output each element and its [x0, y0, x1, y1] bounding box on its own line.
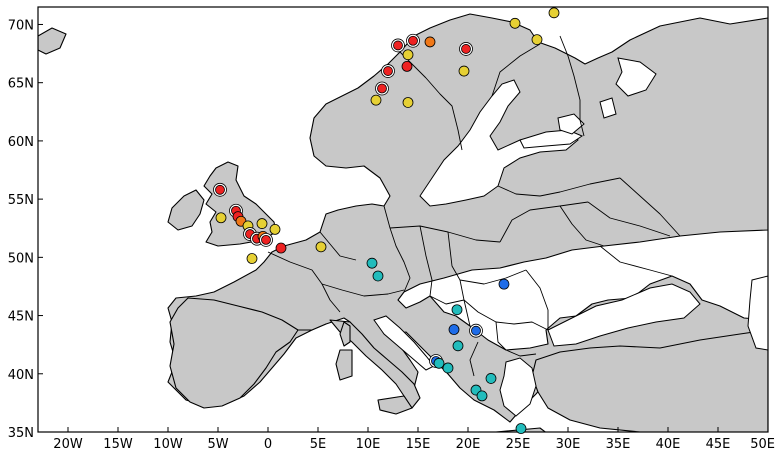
x-tick-label: 15W: [103, 437, 133, 452]
station-point-yellow: [531, 34, 543, 46]
x-tick-label: 50E: [750, 437, 775, 452]
station-point-cyan: [452, 340, 464, 352]
x-tick-label: 35E: [606, 437, 631, 452]
lake-ladoga: [557, 113, 585, 135]
station-point-blue: [448, 324, 460, 335]
iceland: [38, 27, 67, 55]
station-point-red: [401, 60, 413, 72]
x-tick-label: 40E: [656, 437, 681, 452]
station-point-yellow: [458, 65, 470, 77]
station-point-cyan: [433, 357, 445, 369]
station-points: [213, 7, 560, 434]
station-point-red: [461, 44, 471, 54]
italy: [329, 319, 421, 409]
station-point-yellow: [315, 241, 327, 253]
x-tick-label: 5W: [207, 437, 228, 452]
station-point-red: [383, 66, 393, 76]
station-point-cyan: [515, 423, 527, 434]
station-point-red: [215, 184, 225, 195]
anatolia: [531, 329, 768, 432]
station-point-yellow: [269, 223, 281, 235]
x-tick-label: 30E: [556, 437, 581, 452]
station-point-red: [275, 242, 287, 254]
station-point-yellow: [509, 17, 521, 29]
station-point-cyan: [366, 257, 378, 269]
station-point-blue: [471, 325, 481, 336]
station-point-blue: [498, 278, 510, 290]
station-point-cyan: [372, 270, 384, 282]
iberian-peninsula: [169, 297, 299, 409]
caspian-sea: [747, 275, 768, 351]
station-point-yellow: [370, 94, 382, 106]
y-tick-label: 40N: [8, 368, 34, 383]
ireland: [167, 189, 205, 231]
x-tick-label: 5E: [310, 437, 327, 452]
station-point-yellow: [256, 218, 268, 229]
x-tick-label: 45E: [706, 437, 731, 452]
sicily: [377, 395, 413, 415]
axis-ticks: [38, 23, 769, 433]
y-tick-label: 60N: [8, 135, 34, 150]
station-point-yellow: [402, 49, 414, 61]
black-sea: [547, 283, 701, 347]
y-tick-label: 70N: [8, 18, 34, 33]
map-frame: [37, 6, 769, 433]
station-point-cyan: [485, 373, 497, 384]
x-tick-label: 0: [264, 437, 272, 452]
station-point-cyan: [451, 304, 463, 316]
station-point-yellow: [402, 97, 414, 108]
land-layer: [38, 13, 768, 432]
corsica: [339, 321, 351, 347]
station-point-red: [261, 234, 271, 245]
station-point-yellow: [246, 253, 258, 264]
station-point-red: [408, 35, 418, 46]
x-tick-label: 10W: [153, 437, 183, 452]
longitude-labels: 20W 15W 10W 5W 0 5E 10E 15E 20E 25E 30E 35E 40E 45E 50…: [53, 437, 775, 452]
x-tick-label: 15E: [406, 437, 431, 452]
x-tick-label: 20E: [456, 437, 481, 452]
y-tick-label: 35N: [8, 426, 34, 441]
y-tick-label: 50N: [8, 251, 34, 266]
station-point-cyan: [476, 390, 488, 402]
station-point-red: [393, 40, 403, 51]
aegean-sea: [499, 357, 537, 417]
station-point-yellow: [548, 7, 560, 19]
station-point-red: [377, 83, 387, 94]
gulf-of-finland: [519, 129, 584, 149]
x-tick-label: 25E: [506, 437, 531, 452]
station-point-cyan: [442, 362, 454, 374]
station-point-yellow: [215, 212, 227, 224]
y-tick-label: 65N: [8, 77, 34, 92]
latitude-labels: 35N 40N 45N 50N 55N 60N 65N 70N: [8, 18, 34, 441]
x-tick-label: 20W: [53, 437, 83, 452]
y-tick-label: 45N: [8, 310, 34, 325]
station-point-orange: [424, 36, 436, 48]
lake-onega: [599, 97, 617, 119]
baltic-sea: [419, 79, 579, 207]
x-tick-label: 10E: [356, 437, 381, 452]
country-borders: [267, 35, 681, 377]
sardinia: [335, 349, 353, 381]
y-tick-label: 55N: [8, 193, 34, 208]
white-sea: [615, 57, 657, 97]
